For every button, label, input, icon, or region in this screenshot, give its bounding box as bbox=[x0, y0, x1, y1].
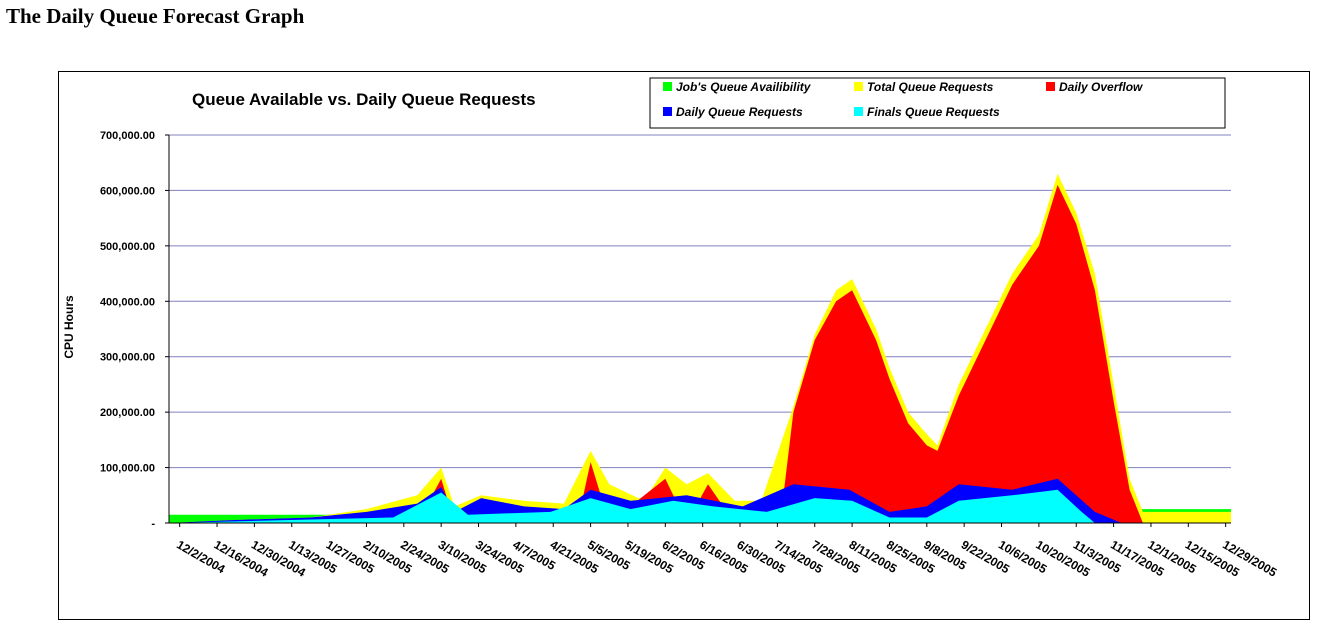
chart-title: Queue Available vs. Daily Queue Requests bbox=[192, 90, 536, 109]
legend-label: Daily Overflow bbox=[1059, 80, 1143, 94]
y-tick-label: 500,000.00 bbox=[100, 241, 155, 253]
legend-swatch bbox=[854, 107, 863, 116]
legend-label: Finals Queue Requests bbox=[867, 105, 1000, 119]
y-tick-label: 400,000.00 bbox=[100, 296, 155, 308]
legend-label: Job's Queue Availibility bbox=[676, 80, 812, 94]
y-tick-label: 200,000.00 bbox=[100, 407, 155, 419]
legend-item: Finals Queue Requests bbox=[854, 105, 1000, 119]
page-heading: The Daily Queue Forecast Graph bbox=[6, 4, 305, 28]
legend-item: Total Queue Requests bbox=[854, 80, 994, 94]
axes bbox=[168, 135, 1231, 527]
y-tick-label: 300,000.00 bbox=[100, 352, 155, 364]
legend-swatch bbox=[854, 82, 863, 91]
y-tick-label: 100,000.00 bbox=[100, 463, 155, 475]
y-axis-label: CPU Hours bbox=[62, 295, 76, 359]
plot-areas bbox=[169, 173, 1231, 524]
chart-frame: - 100,000.00 200,000.00 300,000.00 400,000.0… bbox=[58, 71, 1310, 620]
y-tick-label: 600,000.00 bbox=[100, 185, 155, 197]
series-area-daily-overflow bbox=[169, 184, 1231, 523]
legend-items: Job's Queue Availibility Total Queue Requ… bbox=[663, 80, 1143, 119]
legend-label: Total Queue Requests bbox=[867, 80, 994, 94]
y-tick-labels: - 100,000.00 200,000.00 300,000.00 400,000.0… bbox=[100, 130, 155, 530]
legend-item: Job's Queue Availibility bbox=[663, 80, 812, 94]
legend-item: Daily Overflow bbox=[1046, 80, 1143, 94]
legend-box bbox=[649, 77, 1226, 129]
legend-swatch bbox=[1046, 82, 1055, 91]
legend-label: Daily Queue Requests bbox=[676, 105, 803, 119]
legend: Job's Queue Availibility Total Queue Requ… bbox=[649, 77, 1226, 129]
chart-svg: - 100,000.00 200,000.00 300,000.00 400,000.0… bbox=[59, 72, 1309, 619]
series-area-finals-queue-requests bbox=[169, 489, 1231, 523]
legend-swatch bbox=[663, 107, 672, 116]
legend-item: Daily Queue Requests bbox=[663, 105, 803, 119]
y-tick-label: 700,000.00 bbox=[100, 130, 155, 142]
legend-swatch bbox=[663, 82, 672, 91]
y-tick-label: - bbox=[151, 518, 155, 530]
